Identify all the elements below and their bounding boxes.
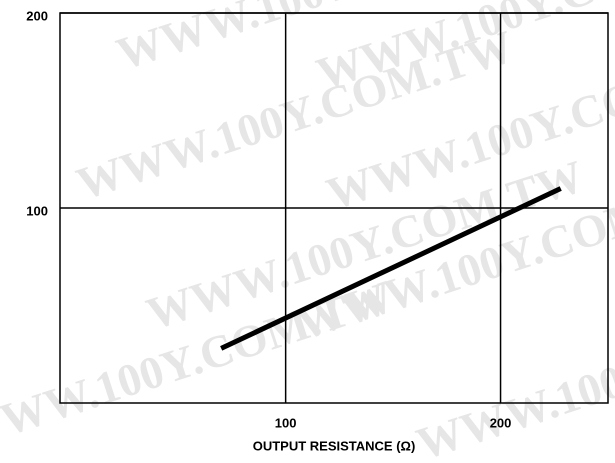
y-tick-label: 100 — [26, 203, 48, 218]
y-tick-label: 200 — [26, 8, 48, 23]
x-tick-label: 100 — [275, 415, 297, 430]
data-line — [220, 186, 562, 351]
x-tick-label: 200 — [490, 415, 512, 430]
watermark: WWW.100Y.COM.TW — [411, 280, 615, 463]
x-axis-label: OUTPUT RESISTANCE (Ω) — [253, 438, 416, 453]
